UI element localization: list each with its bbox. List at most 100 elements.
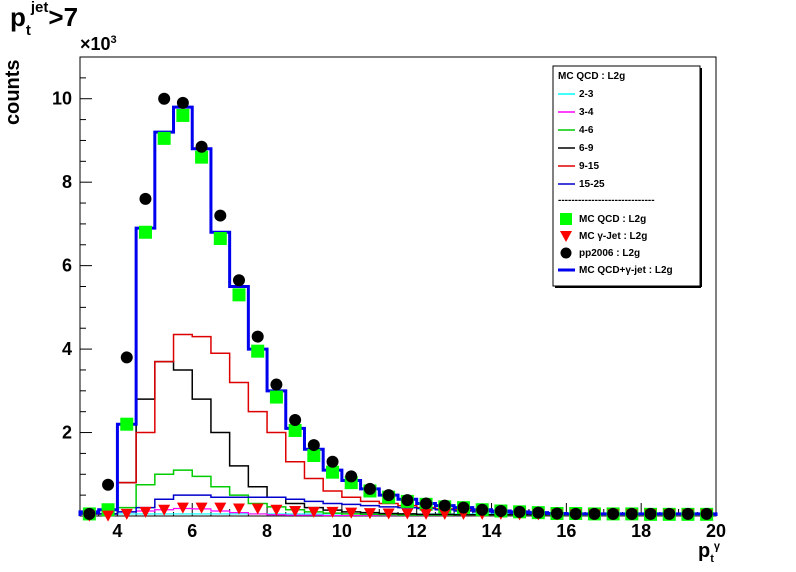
series-line	[79, 469, 717, 516]
x-tick-label: 14	[482, 521, 502, 541]
x-tick-label: 18	[631, 521, 651, 541]
pp2006-marker	[663, 507, 676, 520]
legend-marker-label: MC QCD : L2g	[579, 214, 646, 225]
legend-entry-label: 15-25	[579, 179, 605, 190]
y-tick-label: 4	[62, 339, 72, 359]
x-tick-label: 10	[332, 521, 352, 541]
pp2006-marker	[176, 96, 189, 109]
legend-marker-label: pp2006 : L2g	[579, 248, 640, 259]
mc-qcd-marker	[213, 232, 227, 246]
mc-gamma-marker	[120, 508, 133, 520]
legend-marker	[560, 213, 572, 225]
mc-gamma-marker	[233, 503, 245, 515]
mc-qcd-marker	[157, 131, 171, 145]
pp2006-marker	[700, 507, 713, 520]
x-tick-label: 4	[112, 521, 122, 541]
mc-gamma-marker	[102, 510, 115, 522]
legend-marker	[560, 231, 572, 242]
mc-gamma-marker	[345, 507, 358, 519]
mc-qcd-marker	[120, 417, 134, 431]
pp2006-marker	[326, 455, 339, 468]
series-line	[79, 333, 717, 516]
x-tick-label: 12	[407, 521, 427, 541]
pp2006-marker	[214, 209, 227, 222]
pp2006-marker	[83, 507, 96, 520]
mc-gamma-marker	[363, 508, 376, 520]
pp2006-marker	[251, 330, 264, 343]
x-tick-label: 6	[187, 521, 197, 541]
mc-qcd-marker	[251, 344, 265, 358]
mc-gamma-marker	[289, 505, 302, 517]
mc-qcd-marker	[269, 390, 283, 404]
mc-gamma-marker	[270, 504, 283, 516]
legend-entry-label: 3-4	[579, 107, 594, 118]
pp2006-marker	[139, 192, 152, 205]
pp2006-marker	[644, 507, 657, 520]
mc-gamma-marker	[176, 502, 189, 514]
pp2006-marker	[457, 501, 470, 514]
mc-gamma-marker	[158, 504, 171, 516]
legend-entry-label: 2-3	[579, 89, 594, 100]
pp2006-marker	[345, 470, 358, 483]
mc-gamma-marker	[251, 503, 264, 515]
pp2006-marker	[195, 140, 208, 153]
pp2006-marker	[158, 92, 171, 105]
pp2006-marker	[569, 507, 582, 520]
pp2006-marker	[120, 351, 133, 364]
mc-gamma-marker	[438, 508, 451, 520]
legend-entry-label: 6-9	[579, 143, 594, 154]
mc-gamma-marker	[195, 502, 208, 514]
legend-entry-label: 9-15	[579, 161, 599, 172]
pp2006-marker	[420, 497, 433, 510]
mc-qcd-marker	[307, 448, 321, 462]
legend-entry-label: 4-6	[579, 125, 594, 136]
mc-qcd-marker	[232, 288, 246, 302]
y-axis-exponent: ×103	[80, 34, 117, 54]
x-tick-label: 16	[556, 521, 576, 541]
mc-gamma-marker	[326, 506, 339, 518]
mc-gamma-marker	[420, 508, 433, 520]
x-axis-label: ptγ	[698, 540, 721, 565]
pp2006-marker	[289, 414, 302, 427]
legend-marker-label: MC γ-Jet : L2g	[579, 231, 647, 242]
mc-gamma-marker	[139, 506, 152, 518]
pp2006-marker	[382, 489, 395, 502]
legend-separator: -----------------------------	[558, 195, 655, 206]
legend-marker-label: MC QCD+γ-jet : L2g	[579, 265, 673, 276]
pp2006-marker	[102, 478, 115, 491]
pp2006-marker	[233, 274, 245, 287]
mc-qcd-marker	[288, 423, 302, 437]
pp2006-marker	[588, 507, 601, 520]
chart-title: ptjet>7	[10, 0, 79, 40]
pp2006-marker	[401, 494, 414, 507]
pp2006-marker	[532, 506, 545, 519]
pp2006-marker	[363, 482, 376, 495]
pp2006-marker	[307, 439, 320, 452]
pp2006-marker	[476, 503, 489, 516]
mc-gamma-marker	[214, 502, 227, 514]
y-tick-label: 6	[62, 256, 72, 276]
mc-qcd-marker	[326, 465, 340, 479]
mc-gamma-marker	[307, 506, 320, 518]
y-tick-label: 2	[62, 423, 72, 443]
pp2006-marker	[494, 504, 507, 517]
legend: MC QCD : L2g 2-3 3-4 4-6 6-9 9-15 15-25 -------…	[552, 65, 702, 288]
legend-header: MC QCD : L2g	[558, 71, 625, 82]
y-tick-label: 8	[62, 172, 72, 192]
mc-qcd-marker	[195, 150, 209, 164]
x-tick-label: 8	[262, 521, 272, 541]
pp2006-marker	[681, 507, 694, 520]
legend-marker	[560, 247, 572, 259]
mc-qcd-marker	[176, 108, 190, 122]
legend-box	[552, 65, 701, 287]
pp2006-marker	[625, 507, 638, 520]
y-tick-label: 10	[52, 89, 72, 109]
pp2006-marker	[270, 378, 283, 391]
pp2006-marker	[607, 507, 620, 520]
pp2006-marker	[438, 499, 451, 512]
series-line	[79, 360, 717, 516]
mc-gamma-marker	[382, 508, 395, 520]
mc-qcd-marker	[138, 225, 152, 239]
x-tick-label: 20	[706, 521, 726, 541]
